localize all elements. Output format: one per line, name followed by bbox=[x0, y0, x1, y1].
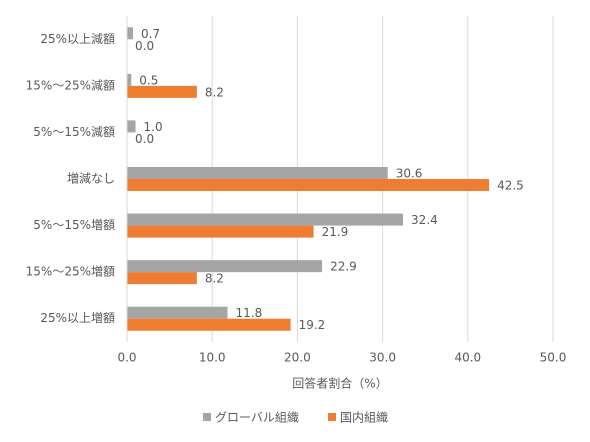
bar bbox=[127, 167, 388, 179]
x-axis-title: 回答者割合（%） bbox=[292, 376, 387, 391]
value-label: 0.0 bbox=[135, 132, 154, 146]
value-label: 21.9 bbox=[322, 225, 349, 239]
bar bbox=[127, 85, 197, 98]
bar bbox=[127, 27, 133, 40]
x-tick-label: 30.0 bbox=[369, 351, 396, 365]
bar bbox=[127, 225, 314, 238]
y-tick-label: 5%～15%増額 bbox=[33, 218, 115, 232]
y-tick-label: 15%～25%減額 bbox=[26, 77, 115, 92]
x-tick-label: 10.0 bbox=[199, 351, 226, 365]
bar bbox=[127, 306, 228, 319]
bar bbox=[127, 179, 490, 191]
value-label: 30.6 bbox=[396, 167, 423, 181]
value-label: 1.0 bbox=[144, 120, 163, 134]
value-label: 8.2 bbox=[205, 85, 224, 99]
value-label: 22.9 bbox=[330, 260, 357, 274]
value-label: 0.0 bbox=[135, 39, 154, 53]
bar bbox=[127, 73, 132, 86]
x-tick-label: 20.0 bbox=[284, 351, 311, 365]
legend-label: 国内組織 bbox=[340, 411, 388, 425]
legend-swatch bbox=[328, 413, 336, 421]
x-tick-label: 40.0 bbox=[454, 351, 481, 365]
y-tick-label: 25%以上減額 bbox=[40, 31, 115, 46]
x-tick-label: 0.0 bbox=[117, 351, 136, 365]
value-label: 0.5 bbox=[139, 73, 158, 87]
bar bbox=[127, 318, 291, 331]
value-label: 19.2 bbox=[299, 318, 326, 332]
value-label: 0.7 bbox=[141, 27, 160, 41]
legend-swatch bbox=[203, 413, 211, 421]
y-tick-label: 増減なし bbox=[67, 171, 115, 186]
x-tick-label: 50.0 bbox=[540, 351, 567, 365]
bar bbox=[127, 120, 136, 133]
y-tick-label: 15%～25%増額 bbox=[26, 265, 115, 279]
y-tick-label: 5%～15%減額 bbox=[33, 124, 115, 139]
y-tick-label: 25%以上増額 bbox=[40, 311, 115, 325]
value-label: 8.2 bbox=[205, 272, 224, 286]
value-label: 42.5 bbox=[497, 179, 524, 193]
value-label: 11.8 bbox=[236, 306, 263, 320]
bar bbox=[127, 213, 404, 226]
bar bbox=[127, 260, 323, 273]
value-label: 32.4 bbox=[411, 213, 438, 227]
legend-label: グローバル組織 bbox=[215, 411, 299, 425]
bar bbox=[127, 272, 197, 285]
